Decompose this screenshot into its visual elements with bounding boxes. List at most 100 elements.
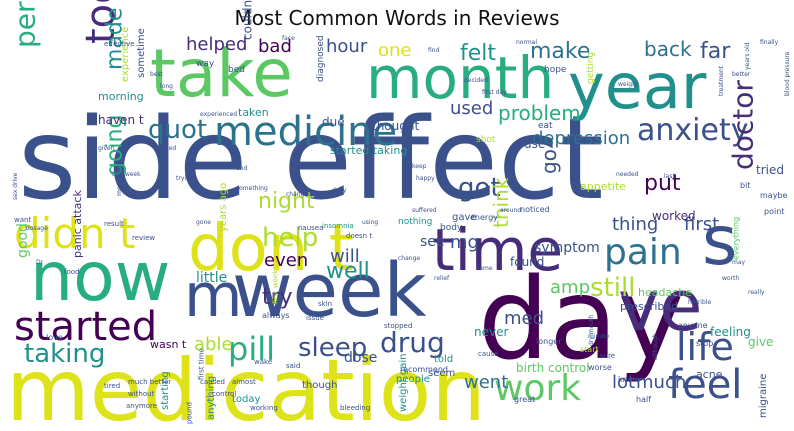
word-worth: worth <box>722 275 739 282</box>
word-couldn-t: couldn t <box>241 0 255 40</box>
word-started-taking: started taking <box>330 144 407 157</box>
word-mg: mg <box>450 232 479 253</box>
word-dose: dose <box>344 350 377 366</box>
word-well: well <box>326 259 370 284</box>
word-anymore: anymore <box>126 402 157 410</box>
word-diagnosed: diagnosed <box>316 35 326 82</box>
word-give: give <box>748 335 773 349</box>
word-working: working <box>250 404 278 412</box>
word-symptom: symptom <box>534 240 600 256</box>
word-people: people <box>396 374 430 385</box>
word-migraine: migraine <box>758 374 769 418</box>
word-first-time: first time <box>198 348 206 380</box>
word-effective: effective <box>104 40 134 48</box>
word-great: great <box>514 395 535 404</box>
word-eat: eat <box>538 121 553 131</box>
word-without: without <box>128 390 155 398</box>
word-although: although <box>652 333 659 360</box>
word-cause: cause <box>478 350 499 358</box>
word-end: end <box>236 165 247 172</box>
word-one: one <box>378 40 412 61</box>
word-way: way <box>196 59 215 69</box>
word-minute: minute <box>588 333 609 340</box>
word-dr: Dr <box>36 259 44 266</box>
word-taking: taking <box>24 339 105 369</box>
word-issue: issue <box>306 314 324 322</box>
word-took: took <box>78 0 124 44</box>
word-point: point <box>764 207 784 216</box>
word-happy: happy <box>416 175 435 182</box>
word-gave: gave <box>452 212 477 223</box>
word-amp: amp <box>550 277 590 298</box>
word-last: last <box>664 173 675 180</box>
word-given: given <box>98 145 115 152</box>
word-experience: experience <box>120 27 131 82</box>
word-noticed: noticed <box>520 205 550 214</box>
word-suffered: suffered <box>412 207 437 214</box>
word-headache: headache <box>638 286 692 299</box>
word-don-t: don t <box>188 212 354 286</box>
word-pill: pill <box>228 330 275 368</box>
word-insomnia: insomnia <box>322 222 354 230</box>
word-really: really <box>748 289 765 296</box>
word-hour: hour <box>326 36 368 57</box>
word-change: change <box>398 255 420 262</box>
word-told: told <box>434 354 453 365</box>
word-anything: anything <box>206 376 217 420</box>
word-wake: wake <box>254 358 272 366</box>
word-night: night <box>258 189 315 214</box>
word-go: go <box>537 149 561 174</box>
word-feeling: feeling <box>710 325 751 339</box>
word-wasn-t: wasn t <box>150 338 187 351</box>
word-body: body <box>440 223 463 233</box>
word-though: though <box>302 380 337 391</box>
word-s: s <box>702 202 737 281</box>
word-taken: taken <box>238 106 269 119</box>
word-doesn-t: doesn t <box>346 232 372 240</box>
word-know: know <box>618 375 640 384</box>
word-thought: thought <box>372 119 419 133</box>
word-around: around <box>500 207 521 214</box>
word-back: back <box>644 37 692 61</box>
word-pain: pain <box>604 232 682 273</box>
word-starting: starting <box>160 371 171 410</box>
word-med: med <box>504 308 544 329</box>
word-take: take <box>150 35 293 112</box>
word-worked: worked <box>652 209 696 223</box>
word-skin: skin <box>318 300 332 308</box>
word-see: see <box>420 234 445 250</box>
word-thing: thing <box>612 214 658 235</box>
word-food: food <box>64 268 79 276</box>
word-need: need <box>122 139 137 146</box>
word-medicine: medicine <box>214 109 397 155</box>
word-far: far <box>700 39 731 64</box>
word-keep: keep <box>412 163 427 170</box>
word-love: love <box>46 333 63 342</box>
word-able: able <box>194 334 233 355</box>
word-got: got <box>458 173 501 203</box>
word-may: may <box>732 259 746 266</box>
word-make: make <box>530 39 590 64</box>
word-little: little <box>196 270 227 286</box>
word-stop: stop <box>696 339 713 348</box>
word-decided: decided <box>464 77 488 84</box>
word-needed: needed <box>616 171 639 178</box>
word-much: much <box>636 372 686 393</box>
word-best: best <box>150 71 164 78</box>
word-worse: worse <box>588 363 612 372</box>
word-try: try <box>262 285 293 310</box>
word-ve: ve <box>618 265 703 347</box>
word-morning: morning <box>98 90 144 103</box>
word-bleeding: bleeding <box>340 404 370 412</box>
word-think: think <box>489 177 513 228</box>
chart-title: Most Common Words in Reviews <box>234 6 560 30</box>
word-shot: shot <box>476 135 496 145</box>
word-life: life <box>676 325 734 369</box>
word-day: day <box>478 255 684 385</box>
word-due: due <box>322 115 345 129</box>
word-anyone: anyone <box>678 321 708 330</box>
word-bed: bed <box>228 65 245 75</box>
word-year: year <box>568 50 707 123</box>
word-time: time <box>432 216 563 284</box>
